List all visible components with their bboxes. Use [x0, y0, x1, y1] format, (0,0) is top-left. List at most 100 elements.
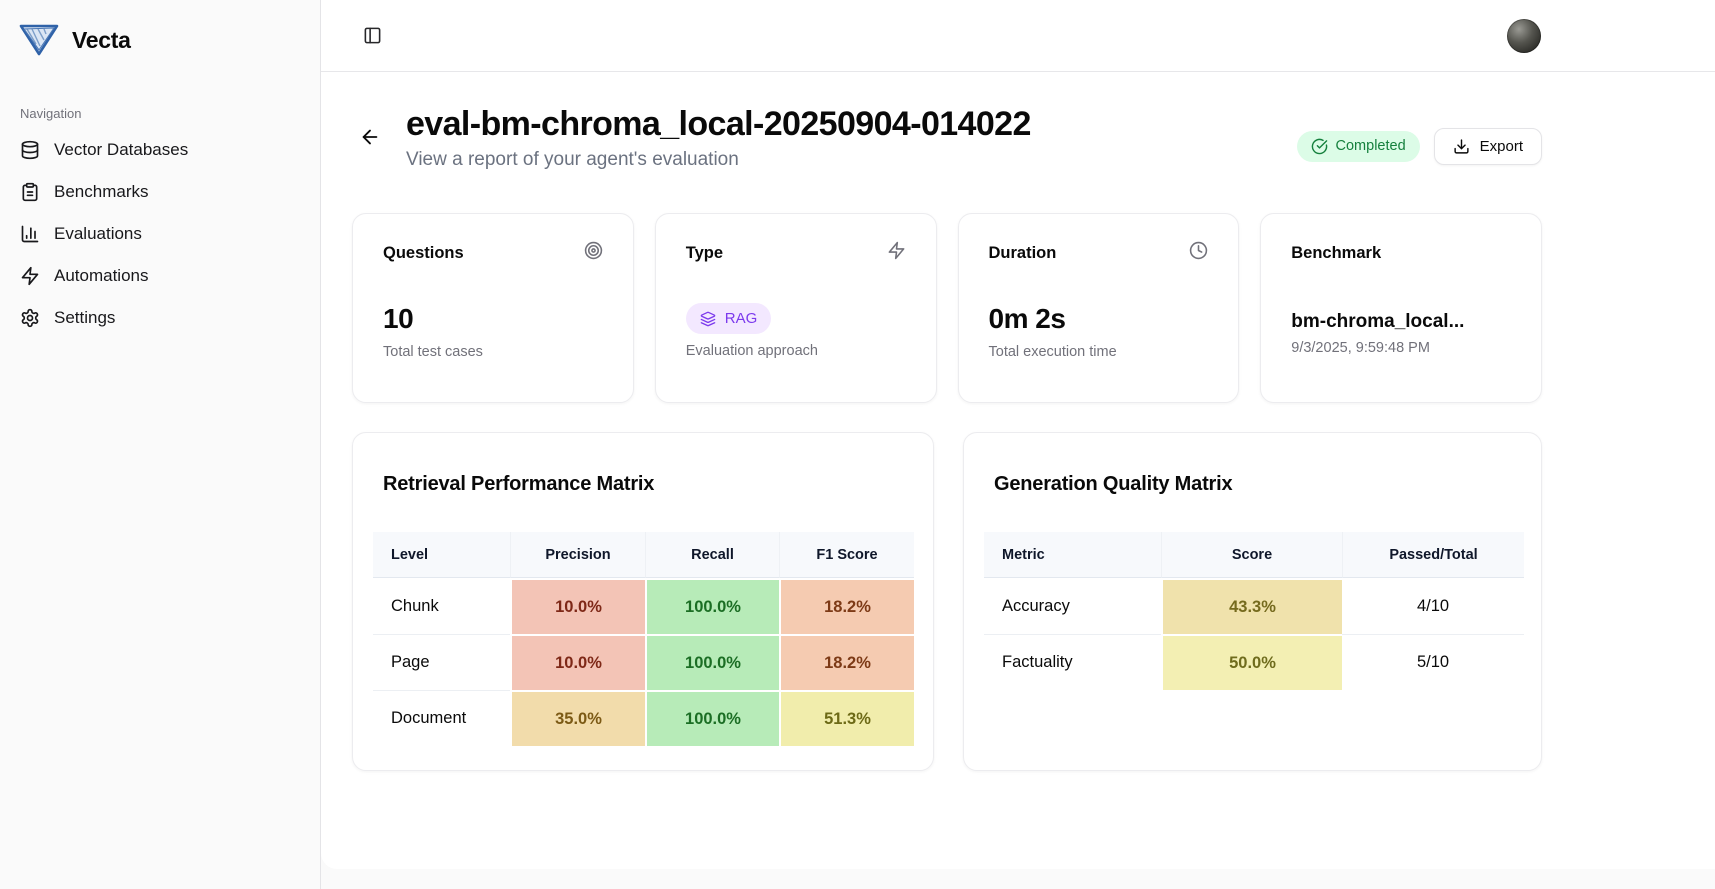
card-title: Duration	[988, 244, 1057, 263]
type-badge-label: RAG	[724, 310, 758, 328]
database-icon	[20, 140, 40, 160]
target-icon	[584, 241, 603, 260]
sidebar-toggle-button[interactable]	[357, 21, 387, 51]
passed-total-cell: 5/10	[1342, 634, 1524, 691]
zap-icon	[887, 241, 906, 260]
sidebar-nav: Vector Databases Benchmarks Evaluations …	[0, 129, 320, 339]
column-header: Score	[1161, 532, 1342, 579]
passed-total-cell: 4/10	[1342, 578, 1524, 635]
layers-icon	[700, 311, 716, 327]
questions-value: 10	[383, 303, 414, 335]
stat-cards: Questions 10 Total test cases Type	[352, 213, 1542, 404]
benchmark-timestamp: 9/3/2025, 9:59:48 PM	[1291, 340, 1430, 357]
export-button[interactable]: Export	[1433, 127, 1542, 165]
report-header: eval-bm-chroma_local-20250904-014022 Vie…	[352, 105, 1542, 171]
app-name: Vecta	[72, 26, 131, 53]
arrow-left-icon	[359, 126, 381, 148]
type-badge: RAG	[685, 303, 772, 335]
row-label: Chunk	[373, 578, 510, 635]
column-header: Metric	[984, 532, 1161, 579]
page-title: eval-bm-chroma_local-20250904-014022	[406, 105, 1031, 143]
table-row: Page 10.0% 100.0% 18.2%	[373, 634, 914, 691]
column-header: Precision	[510, 532, 645, 579]
export-button-label: Export	[1479, 137, 1523, 155]
nav-section-label: Navigation	[20, 106, 82, 121]
duration-card: Duration 0m 2s Total execution time	[957, 213, 1240, 404]
table-row: Document 35.0% 100.0% 51.3%	[373, 690, 914, 747]
table-row: Factuality 50.0% 5/10	[984, 634, 1524, 691]
f1-cell: 51.3%	[779, 690, 914, 747]
download-icon	[1453, 138, 1470, 155]
column-header: F1 Score	[779, 532, 914, 579]
column-header: Passed/Total	[1342, 532, 1524, 579]
recall-cell: 100.0%	[645, 690, 779, 747]
row-label: Factuality	[984, 634, 1161, 691]
recall-cell: 100.0%	[645, 634, 779, 691]
check-circle-icon	[1311, 138, 1328, 155]
main-panel: eval-bm-chroma_local-20250904-014022 Vie…	[321, 0, 1715, 869]
row-label: Accuracy	[984, 578, 1161, 635]
precision-cell: 35.0%	[510, 690, 645, 747]
precision-cell: 10.0%	[510, 634, 645, 691]
vecta-logo-icon	[18, 22, 60, 58]
card-title: Benchmark	[1291, 244, 1382, 263]
duration-value: 0m 2s	[988, 303, 1066, 335]
sidebar-item-vector-databases[interactable]: Vector Databases	[0, 129, 320, 171]
type-card: Type RAG Evaluation approach	[654, 213, 937, 404]
panel-left-icon	[363, 26, 382, 45]
retrieval-matrix-table: Level Precision Recall F1 Score Chunk 10…	[373, 532, 914, 747]
row-label: Page	[373, 634, 510, 691]
zap-icon	[20, 266, 40, 286]
score-cell: 50.0%	[1161, 634, 1342, 691]
page-subtitle: View a report of your agent's evaluation	[406, 149, 739, 171]
content: eval-bm-chroma_local-20250904-014022 Vie…	[321, 72, 1542, 772]
status-badge-label: Completed	[1335, 138, 1406, 155]
gear-icon	[20, 308, 40, 328]
score-cell: 43.3%	[1161, 578, 1342, 635]
title-block: eval-bm-chroma_local-20250904-014022 Vie…	[406, 105, 1297, 171]
retrieval-matrix-card: Retrieval Performance Matrix Level Preci…	[352, 432, 934, 772]
sidebar-item-benchmarks[interactable]: Benchmarks	[0, 171, 320, 213]
duration-subtitle: Total execution time	[988, 344, 1117, 361]
sidebar: Vecta Navigation Vector Databases Benchm…	[0, 0, 321, 889]
questions-subtitle: Total test cases	[383, 344, 483, 361]
avatar[interactable]	[1507, 18, 1541, 53]
chart-column-icon	[20, 224, 40, 244]
sidebar-item-evaluations[interactable]: Evaluations	[0, 213, 320, 255]
header-actions: Completed Export	[1296, 121, 1542, 171]
sidebar-item-label: Evaluations	[54, 224, 142, 243]
column-header: Level	[373, 532, 510, 579]
generation-matrix-table: Metric Score Passed/Total Accuracy 43.3%…	[984, 532, 1524, 691]
app-logo[interactable]: Vecta	[0, 20, 320, 60]
sidebar-item-label: Settings	[54, 308, 116, 327]
type-subtitle: Evaluation approach	[685, 343, 818, 360]
sidebar-item-automations[interactable]: Automations	[0, 255, 320, 297]
questions-card: Questions 10 Total test cases	[352, 213, 634, 404]
card-title: Type	[685, 244, 724, 263]
status-badge: Completed	[1296, 130, 1420, 162]
precision-cell: 10.0%	[510, 578, 645, 635]
benchmark-card: Benchmark bm-chroma_local... 9/3/2025, 9…	[1260, 213, 1542, 404]
sidebar-item-label: Benchmarks	[54, 182, 149, 201]
recall-cell: 100.0%	[645, 578, 779, 635]
table-header-row: Level Precision Recall F1 Score	[373, 532, 914, 579]
clock-icon	[1189, 241, 1208, 260]
table-row: Chunk 10.0% 100.0% 18.2%	[373, 578, 914, 635]
generation-matrix-title: Generation Quality Matrix	[994, 473, 1233, 496]
sidebar-item-settings[interactable]: Settings	[0, 297, 320, 339]
row-label: Document	[373, 690, 510, 747]
table-header-row: Metric Score Passed/Total	[984, 532, 1524, 579]
topbar	[321, 0, 1715, 72]
column-header: Recall	[645, 532, 779, 579]
back-button[interactable]	[352, 119, 388, 155]
clipboard-icon	[20, 182, 40, 202]
card-title: Questions	[383, 244, 464, 263]
f1-cell: 18.2%	[779, 578, 914, 635]
table-row: Accuracy 43.3% 4/10	[984, 578, 1524, 635]
matrix-cards: Retrieval Performance Matrix Level Preci…	[352, 432, 1542, 772]
f1-cell: 18.2%	[779, 634, 914, 691]
benchmark-value: bm-chroma_local...	[1291, 311, 1465, 333]
sidebar-item-label: Vector Databases	[54, 140, 189, 159]
generation-matrix-card: Generation Quality Matrix Metric Score P…	[963, 432, 1542, 772]
